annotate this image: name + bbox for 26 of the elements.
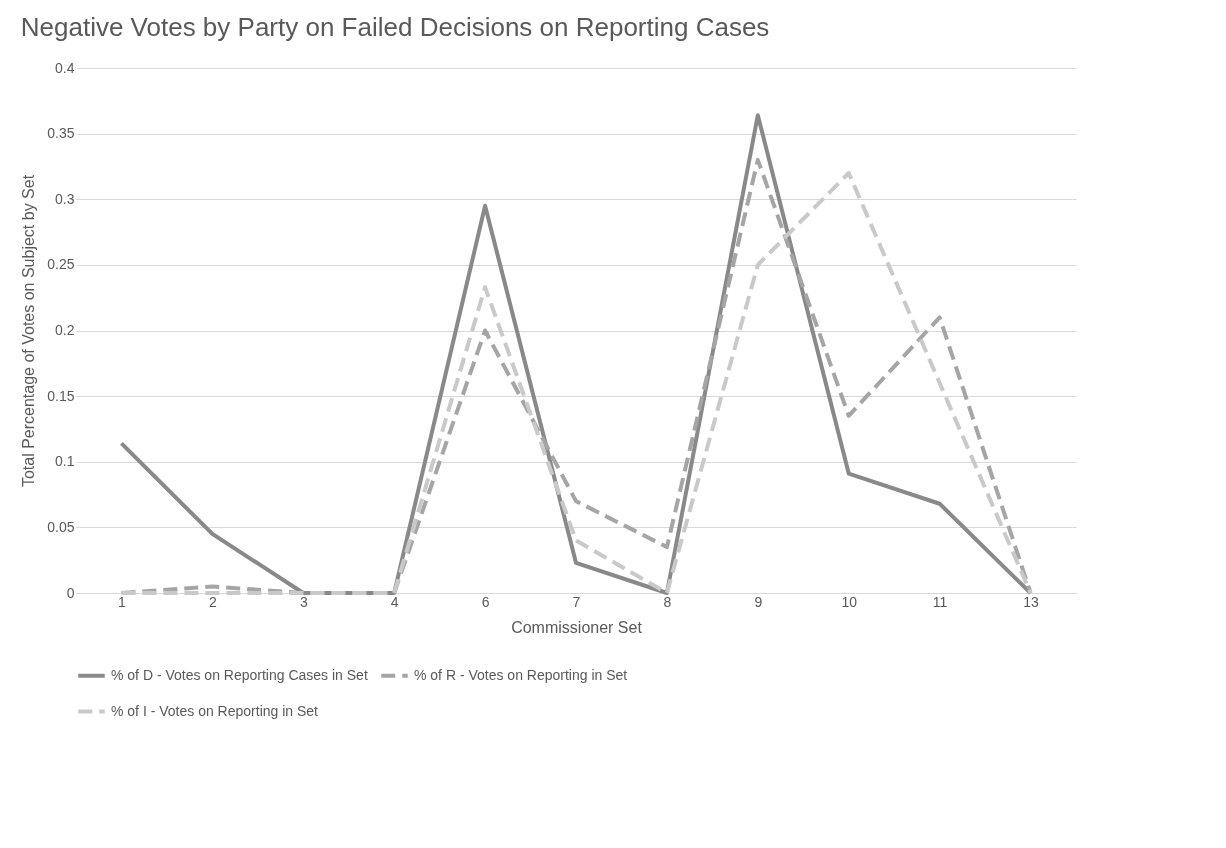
x-tick-label: 4 bbox=[390, 593, 399, 610]
legend-label: % of R - Votes on Reporting in Set bbox=[414, 666, 628, 683]
x-tick-label: 8 bbox=[663, 593, 672, 610]
x-tick-label: 3 bbox=[299, 593, 308, 610]
y-tick-label: 0.35 bbox=[47, 125, 75, 142]
x-tick-label: 2 bbox=[208, 593, 217, 610]
x-tick-label: 11 bbox=[932, 593, 948, 610]
y-tick-label: 0.05 bbox=[47, 518, 75, 535]
y-axis-title: Total Percentage of Votes on Subject by Set bbox=[20, 174, 38, 488]
x-tick-label: 6 bbox=[481, 593, 490, 610]
y-tick-label: 0.25 bbox=[47, 256, 75, 273]
y-tick-label: 0.3 bbox=[55, 190, 75, 207]
legend-label: % of D - Votes on Reporting Cases in Set bbox=[111, 666, 368, 683]
y-tick-label: 0.1 bbox=[55, 453, 75, 470]
chart-title: Negative Votes by Party on Failed Decisions on Reporting Cases bbox=[20, 12, 770, 42]
x-axis-title: Commissioner Set bbox=[511, 618, 643, 636]
x-tick-label: 10 bbox=[841, 593, 858, 610]
x-tick-label: 7 bbox=[572, 593, 581, 610]
y-tick-label: 0.15 bbox=[47, 387, 75, 404]
x-tick-label: 9 bbox=[754, 593, 763, 610]
x-tick-label: 1 bbox=[118, 593, 127, 610]
y-tick-label: 0.4 bbox=[55, 59, 75, 76]
legend-label: % of I - Votes on Reporting in Set bbox=[111, 702, 319, 719]
y-tick-label: 0 bbox=[66, 584, 75, 601]
x-tick-label: 13 bbox=[1023, 593, 1040, 610]
y-tick-label: 0.2 bbox=[55, 322, 75, 338]
